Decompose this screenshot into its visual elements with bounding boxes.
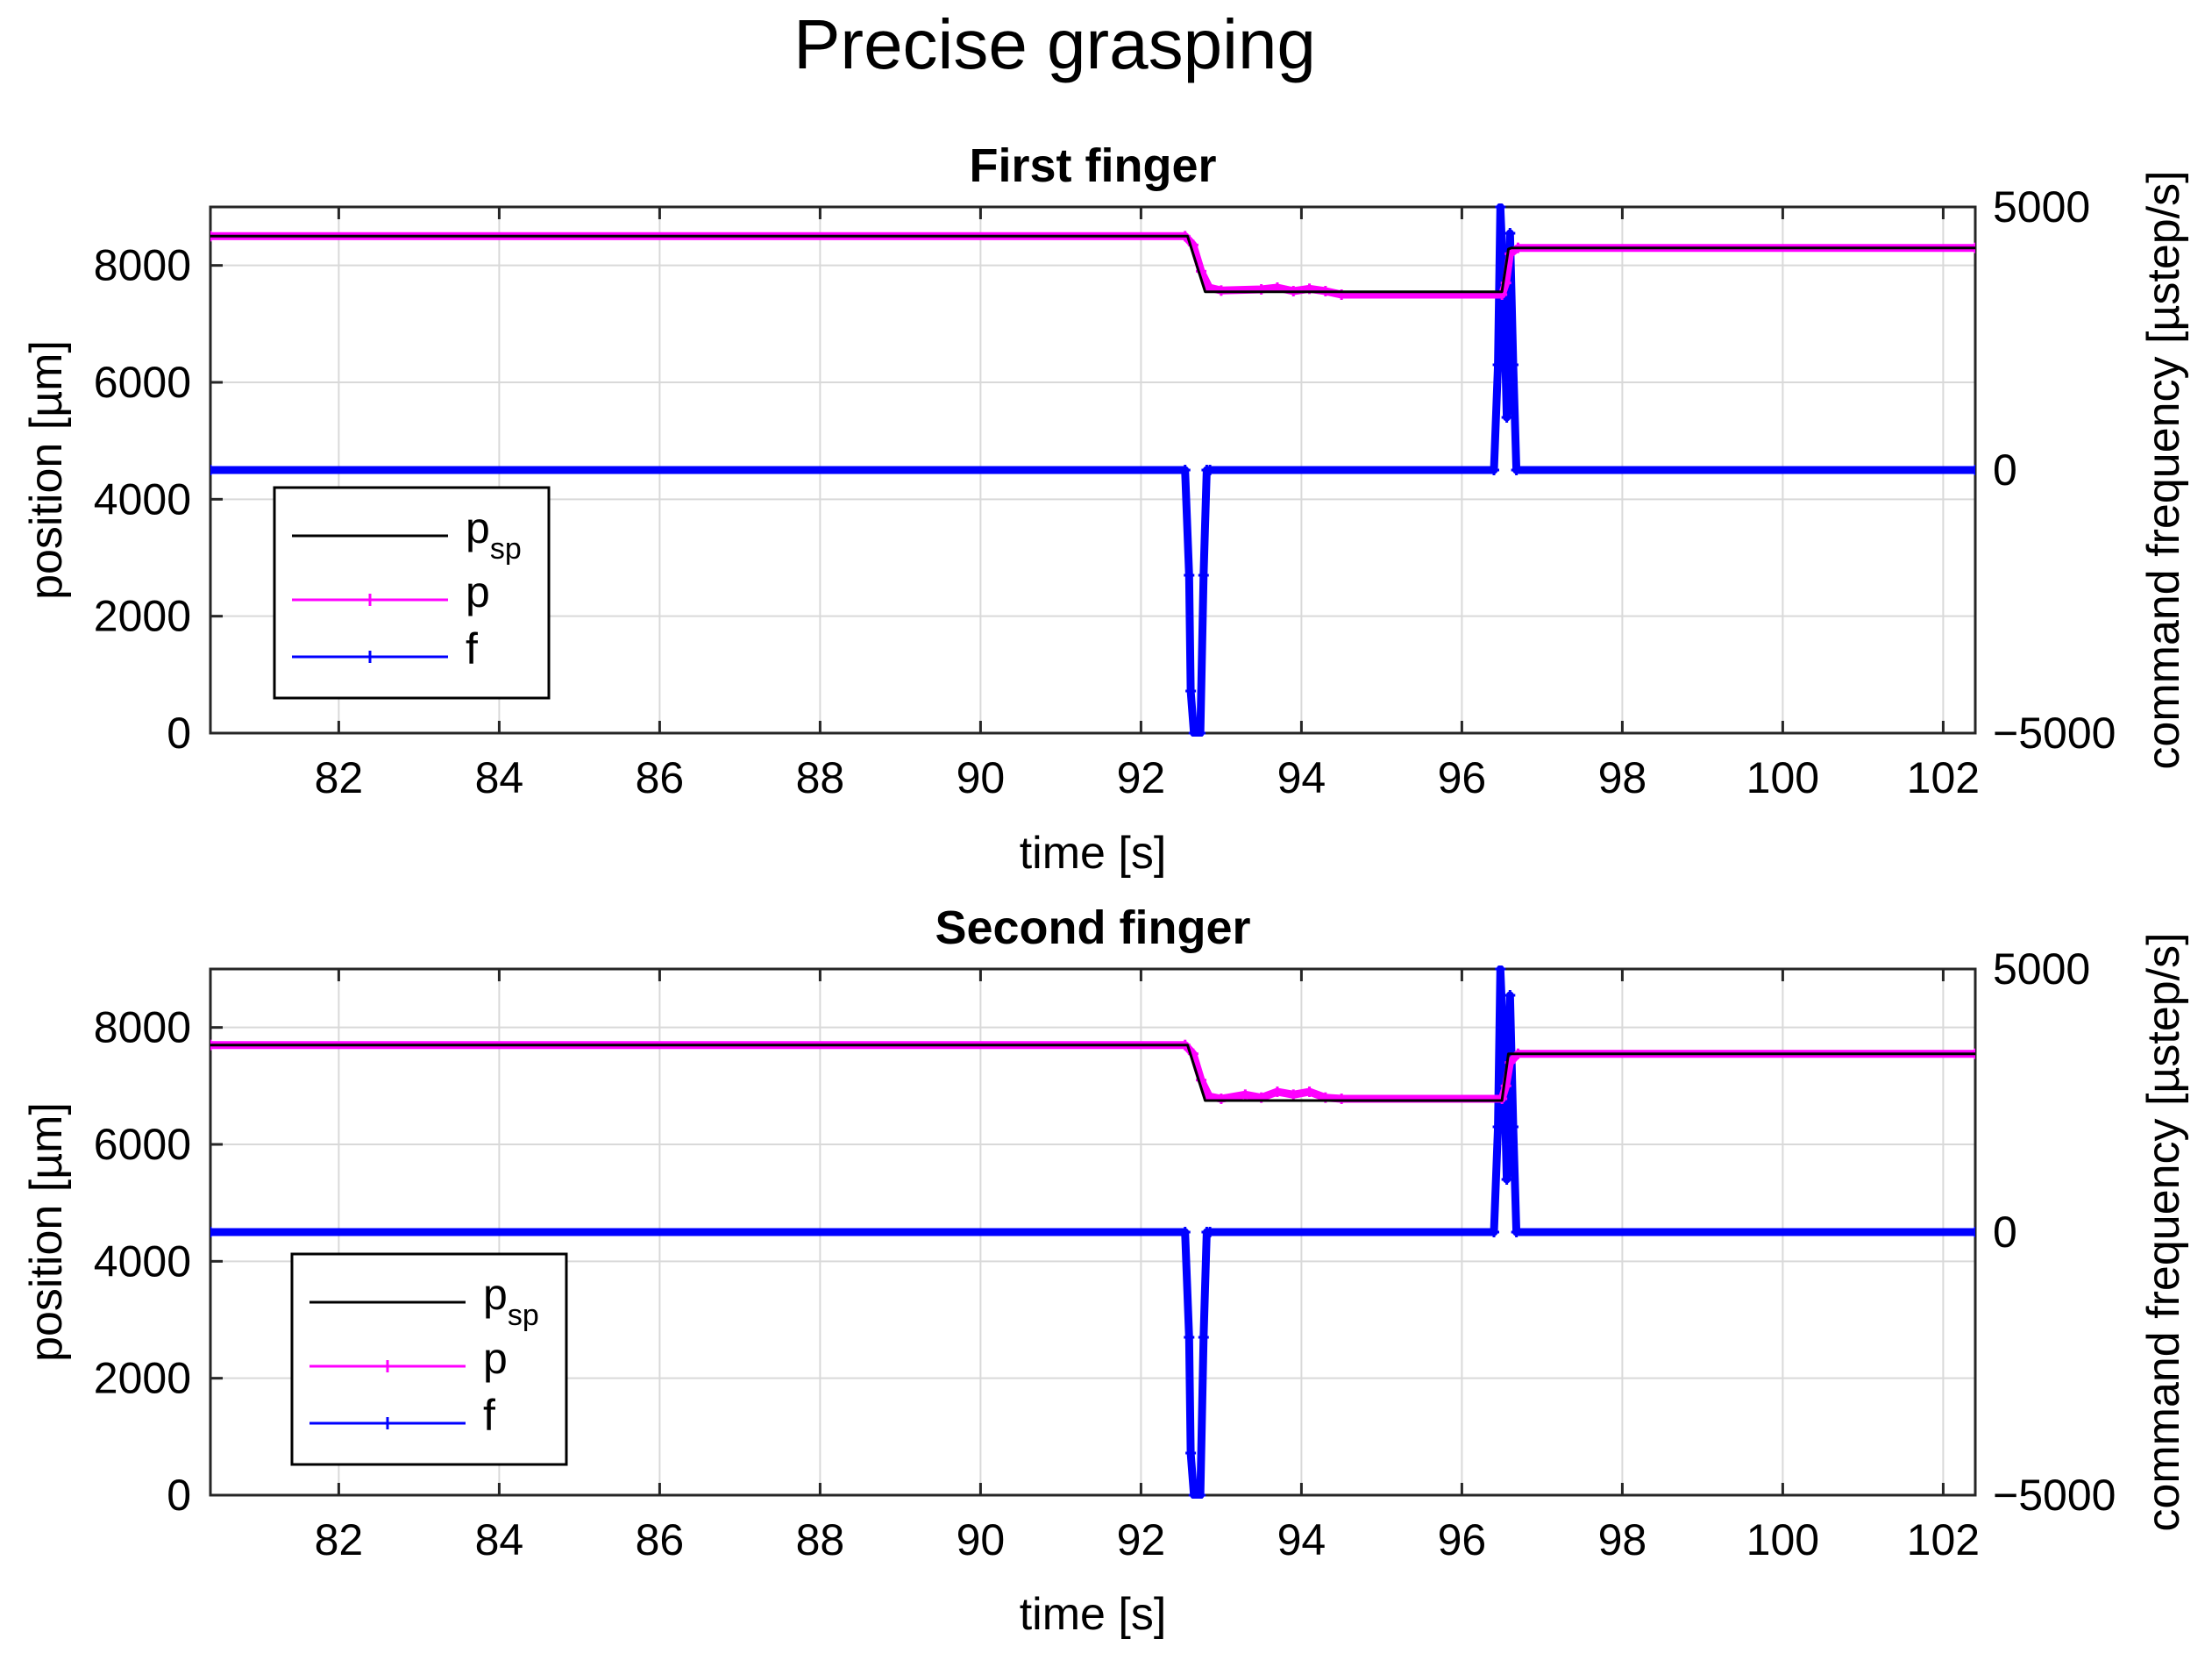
x-tick-label: 92 — [1117, 753, 1166, 802]
x-tick-label: 90 — [957, 1515, 1006, 1564]
x-tick-label: 100 — [1746, 753, 1819, 802]
y-left-tick-label: 6000 — [94, 1120, 191, 1169]
x-axis-label: time [s] — [1020, 1589, 1167, 1640]
y-axis-label-left: position [µm] — [21, 340, 72, 600]
y-left-tick-label: 4000 — [94, 474, 191, 524]
x-tick-label: 84 — [475, 1515, 524, 1564]
x-tick-label: 82 — [315, 1515, 364, 1564]
y-left-tick-label: 2000 — [94, 1354, 191, 1403]
y-right-tick-label: −5000 — [1993, 709, 2116, 758]
y-right-tick-label: 0 — [1993, 1208, 2017, 1257]
series-group — [210, 965, 1975, 1499]
x-tick-label: 94 — [1277, 1515, 1326, 1564]
y-left-tick-label: 8000 — [94, 241, 191, 290]
x-tick-label: 84 — [475, 753, 524, 802]
y-right-tick-label: 5000 — [1993, 182, 2090, 232]
x-tick-label: 102 — [1907, 1515, 1980, 1564]
x-tick-label: 88 — [796, 1515, 845, 1564]
y-left-tick-label: 8000 — [94, 1003, 191, 1052]
figure-title: Precise grasping — [793, 5, 1316, 83]
panel-title: First finger — [969, 139, 1216, 192]
panel-second-finger: 82 84 86 88 90 92 94 96 98 100 102 0 2000 4000 6000 800… — [21, 901, 2189, 1640]
x-tick-label: 98 — [1598, 753, 1647, 802]
series-psp-line — [210, 234, 1975, 294]
y-left-tick-label: 4000 — [94, 1236, 191, 1286]
x-tick-label: 94 — [1277, 753, 1326, 802]
y-axis-label-right: command frequency [µstep/s] — [2138, 170, 2189, 769]
x-tick-label: 96 — [1438, 1515, 1487, 1564]
y-left-tick-label: 6000 — [94, 358, 191, 407]
y-right-tick-label: 5000 — [1993, 944, 2090, 994]
x-axis-label: time [s] — [1020, 828, 1167, 879]
y-axis-label-right: command frequency [µstep/s] — [2138, 932, 2189, 1531]
y-left-tick-label: 2000 — [94, 592, 191, 641]
legend-label-psp: psp — [466, 503, 522, 566]
x-tick-label: 86 — [636, 1515, 685, 1564]
legend-box — [290, 1252, 568, 1466]
x-tick-label: 102 — [1907, 753, 1980, 802]
series-psp-line — [210, 1044, 1975, 1102]
x-tick-label: 82 — [315, 753, 364, 802]
series-group — [210, 203, 1975, 737]
y-right-tick-label: −5000 — [1993, 1471, 2116, 1520]
y-right-tick-label: 0 — [1993, 445, 2017, 495]
panel-title: Second finger — [935, 901, 1250, 954]
x-tick-label: 98 — [1598, 1515, 1647, 1564]
legend-label-f: f — [466, 624, 478, 673]
y-left-tick-label: 0 — [167, 1471, 191, 1520]
x-tick-label: 92 — [1117, 1515, 1166, 1564]
x-tick-label: 96 — [1438, 753, 1487, 802]
panel-first-finger: 82 84 86 88 90 92 94 96 98 100 102 0 2000 4000 6000 800… — [21, 139, 2189, 879]
y-axis-label-left: position [µm] — [21, 1102, 72, 1362]
x-tick-label: 88 — [796, 753, 845, 802]
y-left-tick-label: 0 — [167, 709, 191, 758]
legend-label-psp: psp — [483, 1270, 539, 1332]
legend-label-p: p — [466, 567, 490, 616]
x-tick-label: 86 — [636, 753, 685, 802]
x-tick-label: 100 — [1746, 1515, 1819, 1564]
legend-box — [273, 486, 551, 700]
legend-label-p: p — [483, 1334, 508, 1383]
legend-label-f: f — [483, 1391, 495, 1440]
x-tick-label: 90 — [957, 753, 1006, 802]
